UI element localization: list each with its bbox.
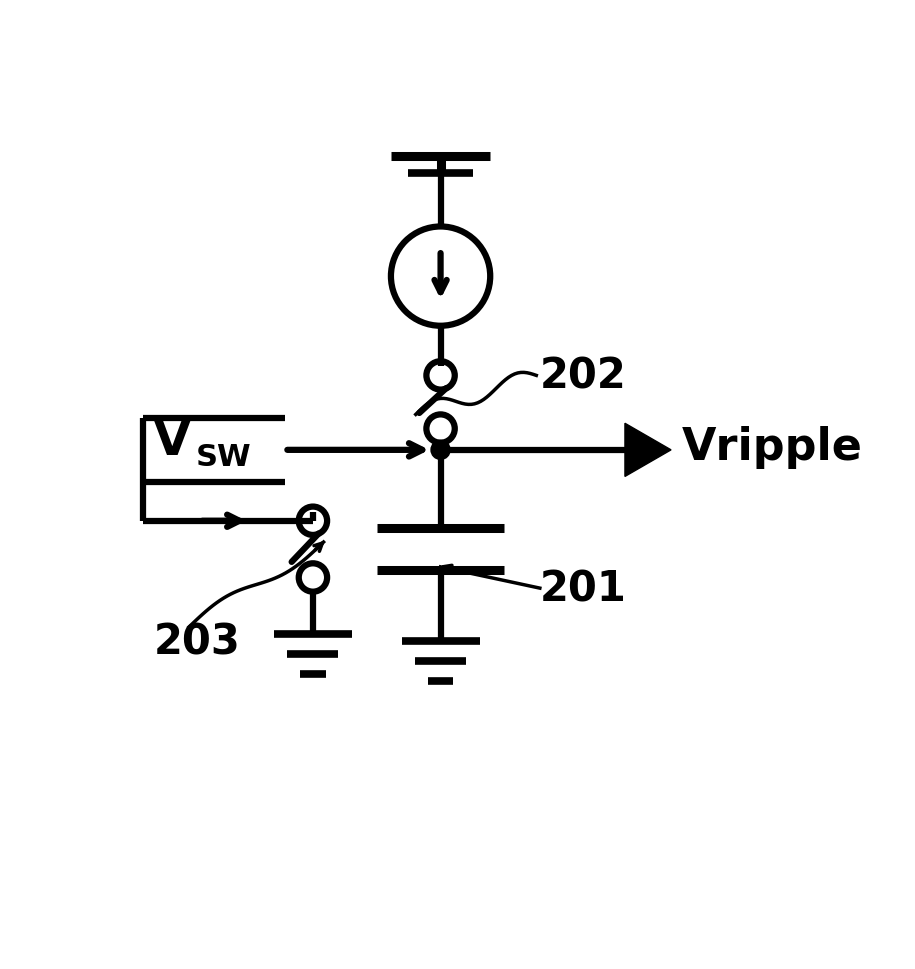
Text: 202: 202 [540,355,627,397]
Text: V: V [154,420,190,464]
Text: SW: SW [196,443,252,472]
Text: Vripple: Vripple [682,425,863,468]
Text: 203: 203 [154,621,241,663]
Text: 201: 201 [540,568,627,610]
Circle shape [434,443,447,457]
Polygon shape [625,423,671,477]
